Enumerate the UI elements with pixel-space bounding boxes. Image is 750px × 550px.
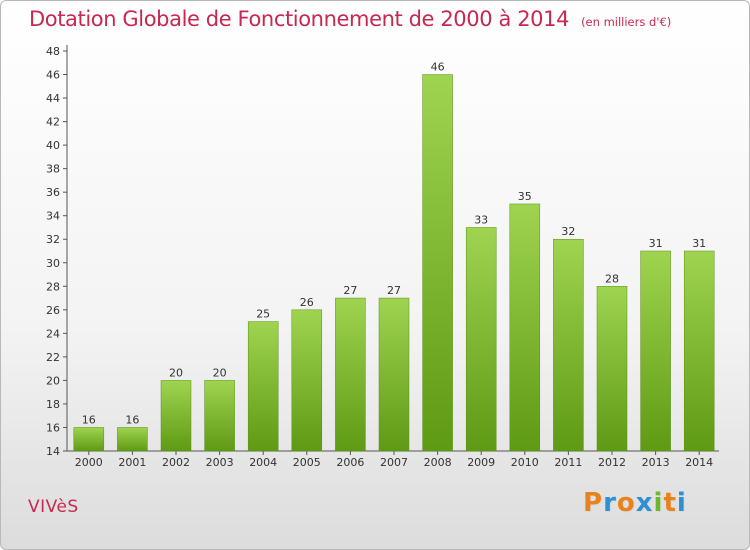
bar (204, 380, 235, 452)
value-label: 31 (649, 237, 663, 250)
bar (640, 250, 671, 452)
chart-title: Dotation Globale de Fonctionnement de 20… (29, 7, 570, 31)
value-label: 32 (561, 225, 575, 238)
bar (291, 309, 323, 452)
y-tick-label: 22 (46, 351, 60, 364)
logo-letter: i (653, 488, 664, 518)
logo-letter: P (583, 488, 604, 518)
x-tick-label: 2010 (511, 456, 539, 469)
logo-letter: o (616, 488, 636, 518)
bar (596, 286, 628, 452)
x-tick-label: 2008 (424, 456, 452, 469)
x-tick-label: 2003 (206, 456, 234, 469)
y-tick-label: 30 (46, 257, 60, 270)
value-label: 46 (431, 61, 445, 74)
value-label: 16 (125, 413, 139, 426)
value-label: 35 (518, 190, 532, 203)
value-label: 26 (300, 296, 314, 309)
x-tick-label: 2011 (554, 456, 582, 469)
x-tick-label: 2006 (336, 456, 364, 469)
bar (335, 297, 366, 452)
y-tick-label: 34 (46, 210, 60, 223)
x-tick-label: 2014 (685, 456, 713, 469)
y-tick-label: 20 (46, 374, 60, 387)
x-tick-label: 2002 (162, 456, 190, 469)
y-tick-label: 46 (46, 69, 60, 82)
y-tick-label: 38 (46, 163, 60, 176)
x-tick-label: 2012 (598, 456, 626, 469)
value-label: 20 (213, 366, 227, 379)
bar (465, 227, 497, 452)
commune-name: VIVèS (28, 497, 79, 517)
y-tick-label: 16 (46, 421, 60, 434)
y-axis: 14 16 18 20 22 24 26 28 30 32 34 36 38 40 42 44 46 48 (46, 45, 68, 458)
value-labels: 16 16 20 20 25 26 27 27 46 33 35 32 28 31 31 (82, 61, 706, 427)
bar (378, 297, 410, 452)
y-tick-label: 28 (46, 280, 60, 293)
x-axis: 2000 2001 2002 2003 2004 2005 2006 2007 2008 2009… (67, 450, 719, 469)
value-label: 31 (692, 237, 706, 250)
y-tick-label: 36 (46, 186, 60, 199)
bar (683, 250, 715, 452)
proxiti-logo[interactable]: Proxiti (583, 488, 687, 518)
x-tick-label: 2007 (380, 456, 408, 469)
logo-letter: i (676, 488, 687, 518)
y-tick-label: 14 (46, 445, 60, 458)
title-row: Dotation Globale de Fonctionnement de 20… (29, 7, 671, 31)
bars (73, 74, 715, 452)
y-tick-label: 26 (46, 304, 60, 317)
bar (422, 74, 453, 452)
bar (117, 427, 148, 452)
value-label: 33 (474, 213, 488, 226)
value-label: 16 (82, 413, 96, 426)
chart-subtitle: (en milliers d'€) (581, 15, 672, 29)
y-tick-label: 18 (46, 398, 60, 411)
y-tick-label: 44 (46, 92, 60, 105)
logo-letter: r (603, 488, 617, 518)
bar (160, 380, 192, 452)
logo-letter: t (663, 488, 677, 518)
x-tick-label: 2000 (75, 456, 103, 469)
value-label: 27 (343, 284, 357, 297)
value-label: 27 (387, 284, 401, 297)
x-tick-label: 2013 (642, 456, 670, 469)
y-tick-label: 40 (46, 139, 60, 152)
x-tick-label: 2005 (293, 456, 321, 469)
x-tick-label: 2009 (467, 456, 495, 469)
bar (73, 427, 105, 452)
bar (553, 238, 584, 452)
logo-letter: x (635, 488, 654, 518)
x-tick-label: 2004 (249, 456, 277, 469)
bar (509, 203, 541, 452)
y-tick-label: 42 (46, 116, 60, 129)
value-label: 25 (256, 308, 270, 321)
y-tick-label: 32 (46, 233, 60, 246)
bar (247, 321, 279, 452)
value-label: 28 (605, 272, 619, 285)
value-label: 20 (169, 366, 183, 379)
y-tick-label: 24 (46, 327, 60, 340)
x-tick-label: 2001 (118, 456, 146, 469)
y-tick-label: 48 (46, 45, 60, 58)
